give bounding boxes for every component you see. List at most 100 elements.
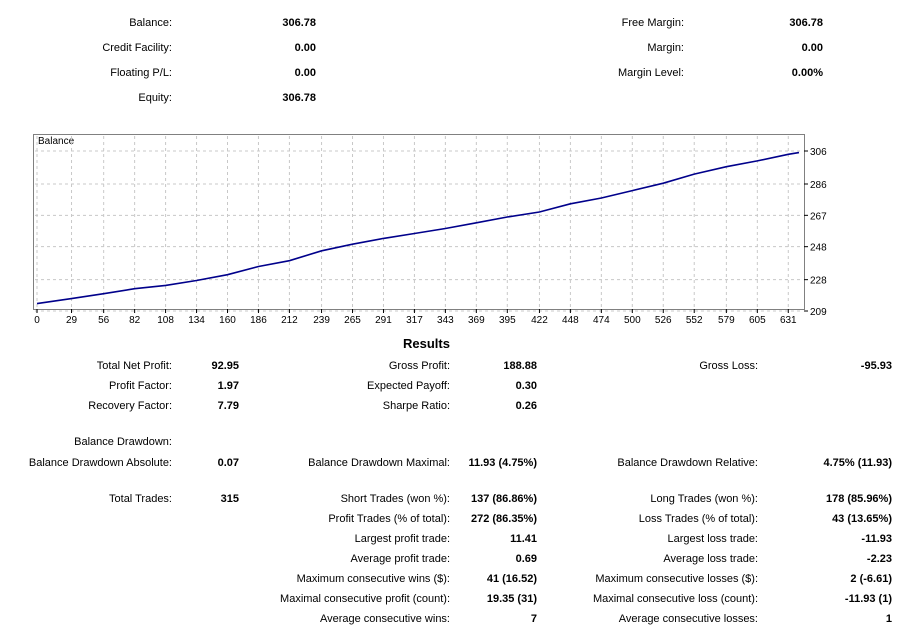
y-tick-label: 267 (810, 211, 827, 222)
x-tick-label: 422 (531, 315, 548, 326)
balance-drawdown-absolute-value: 0.07 (217, 457, 239, 469)
x-tick-label: 579 (718, 315, 735, 326)
balance-chart-area: Balance (33, 134, 805, 310)
short-trades-label: Short Trades (won %): (340, 493, 450, 505)
profit-trades-label: Profit Trades (% of total): (328, 513, 450, 525)
loss-trades-label: Loss Trades (% of total): (638, 513, 758, 525)
margin-level-label: Margin Level: (617, 67, 684, 79)
expected-payoff-label: Expected Payoff: (367, 380, 450, 392)
long-trades-value: 178 (85.96%) (825, 493, 892, 505)
x-tick-label: 631 (780, 315, 797, 326)
balance-chart: 306 286 267 248 228 209 0 29 56 82 108 134 160 186 212… (34, 136, 827, 326)
maximal-consecutive-profit-value: 19.35 (31) (486, 593, 537, 605)
y-tick-label: 286 (810, 180, 827, 191)
recovery-factor-value: 7.79 (217, 400, 239, 412)
max-consecutive-losses-label: Maximum consecutive losses ($): (595, 573, 758, 585)
margin-level-value: 0.00% (791, 67, 823, 79)
x-tick-label: 56 (98, 315, 110, 326)
chart-title: Balance (38, 136, 75, 147)
balance-line (36, 151, 800, 305)
average-profit-trade-value: 0.69 (515, 553, 537, 565)
gross-profit-label: Gross Profit: (388, 360, 450, 372)
balance-drawdown-absolute-label: Balance Drawdown Absolute: (28, 457, 172, 469)
floating-pl-value: 0.00 (294, 67, 316, 79)
balance-drawdown-maximal-label: Balance Drawdown Maximal: (308, 457, 450, 469)
balance-drawdown-relative-label: Balance Drawdown Relative: (617, 457, 758, 469)
max-consecutive-wins-label: Maximum consecutive wins ($): (296, 573, 450, 585)
short-trades-value: 137 (86.86%) (470, 493, 537, 505)
balance-drawdown-relative-value: 4.75% (11.93) (823, 457, 893, 469)
largest-loss-trade-label: Largest loss trade: (667, 533, 759, 545)
y-tick-label: 228 (810, 276, 827, 287)
profit-trades-value: 272 (86.35%) (470, 513, 537, 525)
x-tick-label: 108 (157, 315, 174, 326)
equity-value: 306.78 (282, 92, 316, 104)
maximal-consecutive-loss-label: Maximal consecutive loss (count): (592, 593, 758, 605)
gross-loss-value: -95.93 (860, 360, 892, 372)
x-tick-label: 134 (188, 315, 205, 326)
long-trades-label: Long Trades (won %): (650, 493, 758, 505)
x-tick-label: 265 (344, 315, 361, 326)
x-tick-label: 605 (749, 315, 766, 326)
x-tick-label: 343 (437, 315, 454, 326)
x-tick-label: 552 (686, 315, 703, 326)
total-net-profit-label: Total Net Profit: (96, 360, 172, 372)
balance-value: 306.78 (282, 17, 316, 29)
average-consecutive-losses-label: Average consecutive losses: (618, 613, 758, 625)
free-margin-label: Free Margin: (621, 17, 684, 29)
x-tick-label: 317 (406, 315, 423, 326)
balance-drawdown-label: Balance Drawdown: (74, 436, 172, 448)
recovery-factor-label: Recovery Factor: (88, 400, 172, 412)
x-tick-label: 0 (34, 315, 40, 326)
gross-profit-value: 188.88 (503, 360, 537, 372)
average-consecutive-wins-label: Average consecutive wins: (319, 613, 450, 625)
credit-facility-value: 0.00 (294, 42, 316, 54)
x-tick-label: 474 (593, 315, 610, 326)
x-tick-label: 448 (562, 315, 579, 326)
x-tick-label: 82 (129, 315, 141, 326)
sharpe-ratio-value: 0.26 (515, 400, 537, 412)
margin-value: 0.00 (801, 42, 823, 54)
results-title: Results (403, 336, 450, 351)
x-tick-label: 186 (250, 315, 267, 326)
expected-payoff-value: 0.30 (515, 380, 537, 392)
x-tick-label: 291 (375, 315, 392, 326)
gross-loss-label: Gross Loss: (699, 360, 758, 372)
y-tick-label: 209 (810, 307, 827, 318)
total-trades-label: Total Trades: (109, 493, 172, 505)
max-consecutive-wins-value: 41 (16.52) (486, 573, 537, 585)
x-tick-label: 29 (66, 315, 78, 326)
x-tick-label: 526 (655, 315, 672, 326)
average-loss-trade-label: Average loss trade: (663, 553, 758, 565)
maximal-consecutive-loss-value: -11.93 (1) (844, 593, 892, 605)
x-tick-label: 212 (281, 315, 298, 326)
floating-pl-label: Floating P/L: (110, 67, 172, 79)
x-tick-label: 395 (499, 315, 516, 326)
largest-profit-trade-value: 11.41 (510, 533, 537, 545)
credit-facility-label: Credit Facility: (102, 42, 172, 54)
average-consecutive-losses-value: 1 (885, 613, 892, 625)
y-tick-label: 248 (810, 243, 827, 254)
x-tick-label: 369 (468, 315, 485, 326)
max-consecutive-losses-value: 2 (-6.61) (850, 573, 892, 585)
maximal-consecutive-profit-label: Maximal consecutive profit (count): (280, 593, 450, 605)
average-consecutive-wins-value: 7 (530, 613, 537, 625)
y-tick-label: 306 (810, 147, 827, 158)
average-profit-trade-label: Average profit trade: (350, 553, 450, 565)
largest-profit-trade-label: Largest profit trade: (354, 533, 450, 545)
average-loss-trade-value: -2.23 (866, 553, 892, 565)
sharpe-ratio-label: Sharpe Ratio: (382, 400, 450, 412)
loss-trades-value: 43 (13.65%) (832, 513, 892, 525)
balance-label: Balance: (129, 17, 172, 29)
equity-label: Equity: (138, 92, 172, 104)
total-trades-value: 315 (220, 493, 239, 505)
x-tick-label: 239 (313, 315, 330, 326)
free-margin-value: 306.78 (789, 17, 823, 29)
profit-factor-label: Profit Factor: (109, 380, 172, 392)
profit-factor-value: 1.97 (217, 380, 239, 392)
margin-label: Margin: (647, 42, 684, 54)
largest-loss-trade-value: -11.93 (861, 533, 892, 545)
balance-drawdown-maximal-value: 11.93 (4.75%) (468, 457, 538, 469)
x-tick-label: 500 (624, 315, 641, 326)
x-tick-label: 160 (219, 315, 236, 326)
